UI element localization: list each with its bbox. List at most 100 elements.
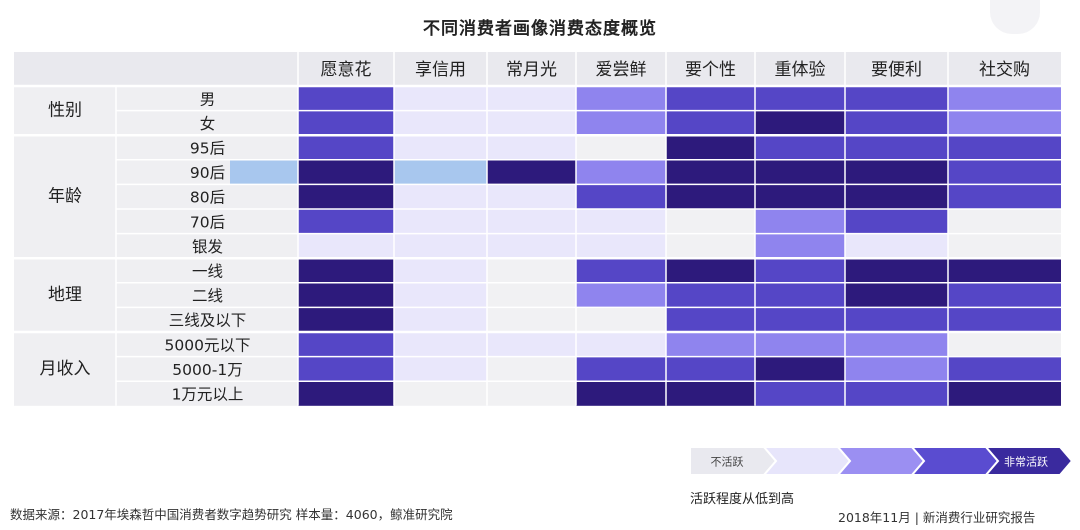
heatmap-cell — [755, 184, 845, 209]
group-label: 地理 — [48, 285, 82, 305]
legend-segment — [909, 446, 1000, 476]
row-label: 女 — [200, 114, 216, 133]
row-label: 三线及以下 — [169, 312, 247, 330]
heatmap-cell — [576, 258, 666, 283]
heatmap-cell — [394, 209, 487, 234]
heatmap-cell — [487, 381, 576, 406]
row-label: 二线 — [192, 287, 223, 305]
row-label: 银发 — [192, 238, 223, 256]
heatmap-cell — [666, 209, 755, 234]
heatmap-cell — [487, 258, 576, 283]
heatmap-cell — [298, 381, 394, 406]
heatmap-cell — [755, 110, 845, 136]
heatmap-cell — [394, 135, 487, 160]
legend-segment — [835, 446, 926, 476]
report-note: 2018年11月 | 新消费行业研究报告 — [838, 510, 1036, 525]
column-header: 社交购 — [979, 60, 1030, 80]
heatmap-cell — [576, 233, 666, 259]
chart-title: 不同消费者画像消费态度概览 — [423, 19, 657, 39]
heatmap-cell — [394, 159, 487, 185]
heatmap-cell — [755, 282, 845, 308]
heatmap-cell — [487, 135, 576, 160]
heatmap-cell — [394, 381, 487, 406]
heatmap-cell — [845, 332, 948, 357]
heatmap-cell — [666, 332, 755, 357]
heatmap-cell — [845, 356, 948, 382]
legend-caption: 活跃程度从低到高 — [690, 492, 795, 507]
heatmap-cell — [845, 209, 948, 234]
row-label: 80后 — [190, 189, 225, 207]
heatmap-cell — [394, 356, 487, 382]
heatmap-cell — [298, 233, 394, 259]
heatmap-cell — [298, 110, 394, 136]
header-background — [14, 52, 1061, 86]
heatmap-cell — [487, 233, 576, 259]
heatmap-cell — [298, 159, 394, 185]
heatmap-cell — [576, 356, 666, 382]
heatmap-cell — [948, 110, 1061, 136]
heatmap-cell — [487, 184, 576, 209]
heatmap-cell — [845, 86, 948, 111]
heatmap-cell — [666, 184, 755, 209]
heatmap-cell — [948, 184, 1061, 209]
heatmap-cell — [298, 282, 394, 308]
column-header: 重体验 — [775, 60, 826, 80]
heatmap-cell — [394, 258, 487, 283]
legend-segment — [761, 446, 852, 476]
heatmap-cell — [845, 381, 948, 406]
heatmap-cell — [576, 381, 666, 406]
heatmap-cell — [666, 86, 755, 111]
heatmap-cell — [845, 159, 948, 185]
heatmap-cell — [576, 110, 666, 136]
heatmap-cell — [948, 233, 1061, 259]
label-background — [14, 86, 298, 406]
column-header: 要便利 — [871, 60, 922, 80]
row-label: 一线 — [192, 263, 223, 281]
legend-segment — [983, 446, 1074, 476]
heatmap-cell — [487, 110, 576, 136]
heatmap-cell — [576, 135, 666, 160]
heatmap-cell — [394, 86, 487, 111]
group-label: 月收入 — [40, 359, 91, 379]
highlight-band — [230, 159, 298, 185]
heatmap-cell — [576, 184, 666, 209]
heatmap-cell — [666, 233, 755, 259]
row-label: 70后 — [190, 213, 225, 231]
heatmap-cell — [845, 135, 948, 160]
source-note: 数据来源：2017年埃森哲中国消费者数字趋势研究 样本量：4060，鲸准研究院 — [10, 507, 453, 522]
heatmap-cell — [394, 307, 487, 332]
heatmap-cell — [666, 381, 755, 406]
legend-high-label: 非常活跃 — [1004, 455, 1048, 469]
heatmap-cell — [948, 135, 1061, 160]
heatmap-cell — [666, 135, 755, 160]
heatmap-cell — [487, 86, 576, 111]
heatmap-cell — [666, 258, 755, 283]
row-label: 1万元以上 — [172, 386, 244, 404]
heatmap-cell — [487, 356, 576, 382]
heatmap-cell — [298, 307, 394, 332]
group-label: 性别 — [48, 101, 82, 121]
heatmap-cell — [755, 332, 845, 357]
heatmap-cell — [755, 381, 845, 406]
heatmap-cell — [576, 332, 666, 357]
heatmap-cell — [394, 233, 487, 259]
heatmap-cell — [755, 86, 845, 111]
heatmap-cell — [487, 159, 576, 185]
heatmap-cell — [487, 209, 576, 234]
heatmap-cell — [948, 381, 1061, 406]
legend-segment — [689, 446, 778, 476]
group-label: 年龄 — [48, 187, 82, 207]
heatmap-cell — [394, 332, 487, 357]
heatmap-cell — [948, 209, 1061, 234]
row-label: 95后 — [190, 140, 225, 158]
heatmap-cell — [845, 184, 948, 209]
heatmap-cell — [948, 159, 1061, 185]
heatmap-cell — [845, 258, 948, 283]
heatmap-cell — [298, 209, 394, 234]
heatmap-cell — [487, 307, 576, 332]
heatmap-cell — [755, 209, 845, 234]
heatmap-cell — [948, 258, 1061, 283]
heatmap-cell — [576, 282, 666, 308]
heatmap-cell — [666, 356, 755, 382]
